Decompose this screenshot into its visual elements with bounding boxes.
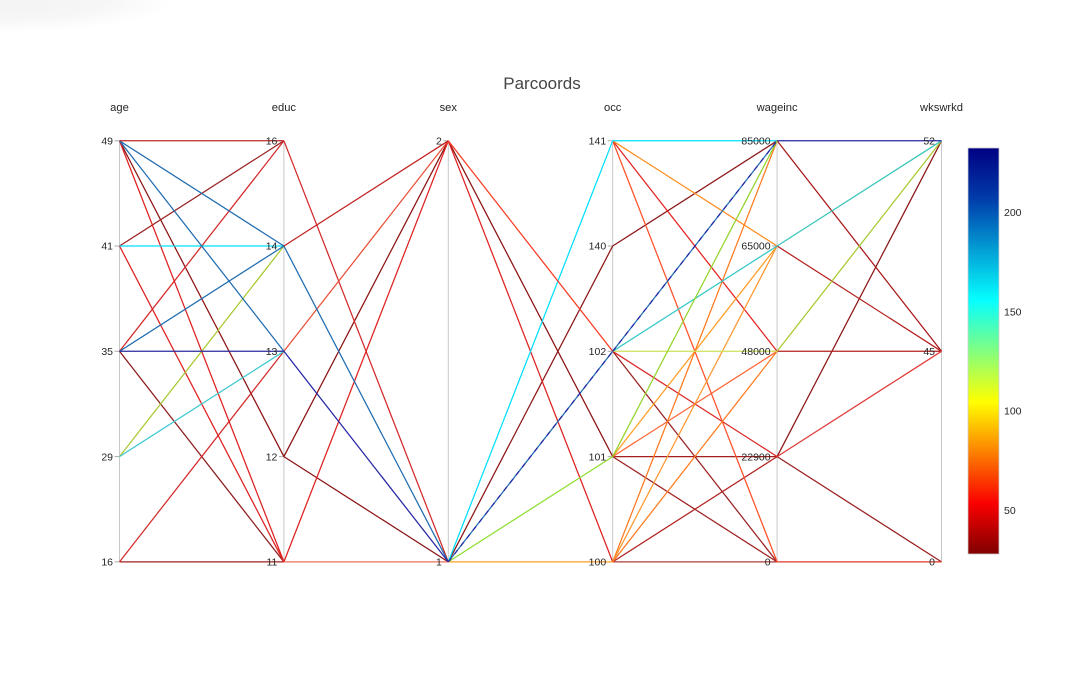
svg-text:16: 16 <box>101 557 113 569</box>
svg-text:85000: 85000 <box>741 136 770 148</box>
svg-text:48000: 48000 <box>741 346 770 358</box>
svg-text:101: 101 <box>589 451 607 463</box>
svg-text:29: 29 <box>101 451 113 463</box>
svg-text:35: 35 <box>101 346 113 358</box>
svg-text:11: 11 <box>266 557 277 569</box>
svg-text:2: 2 <box>436 136 442 148</box>
svg-text:150: 150 <box>1004 307 1022 319</box>
svg-text:22900: 22900 <box>741 451 770 463</box>
svg-text:100: 100 <box>589 557 607 569</box>
svg-text:52: 52 <box>923 136 935 148</box>
svg-text:12: 12 <box>266 451 278 463</box>
svg-text:100: 100 <box>1004 406 1022 418</box>
svg-text:age: age <box>110 102 129 114</box>
svg-text:wkswrkd: wkswrkd <box>919 102 963 114</box>
svg-text:200: 200 <box>1004 207 1022 219</box>
svg-text:16: 16 <box>266 136 278 148</box>
svg-text:65000: 65000 <box>741 241 770 253</box>
svg-text:occ: occ <box>604 102 622 114</box>
svg-text:educ: educ <box>272 102 297 114</box>
svg-text:50: 50 <box>1004 505 1016 517</box>
svg-text:0: 0 <box>929 557 935 569</box>
svg-text:140: 140 <box>589 241 607 253</box>
svg-text:14: 14 <box>266 241 278 253</box>
svg-text:45: 45 <box>923 346 935 358</box>
svg-text:sex: sex <box>440 102 458 114</box>
svg-text:wageinc: wageinc <box>756 102 798 114</box>
svg-text:49: 49 <box>101 136 113 148</box>
svg-text:141: 141 <box>589 136 607 148</box>
svg-text:Parcoords: Parcoords <box>503 74 580 93</box>
svg-text:13: 13 <box>266 346 278 358</box>
svg-text:102: 102 <box>589 346 607 358</box>
svg-text:0: 0 <box>765 557 771 569</box>
svg-text:1: 1 <box>436 557 442 569</box>
svg-text:41: 41 <box>101 241 113 253</box>
